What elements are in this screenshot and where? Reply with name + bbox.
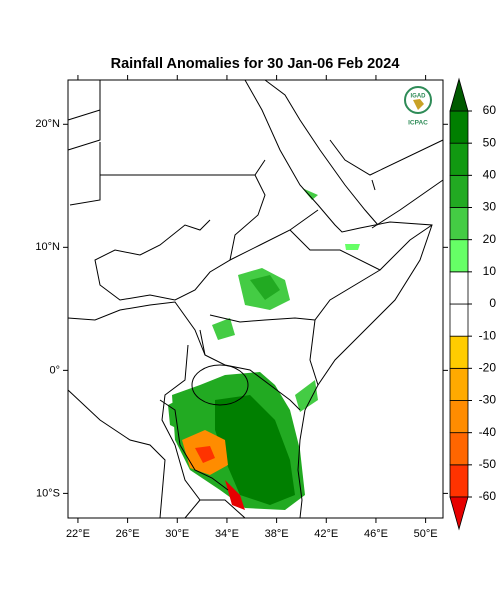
lon-tick-label: 34°E: [215, 528, 239, 540]
colorbar-tick-label: -30: [479, 393, 497, 407]
colorbar-tick-label: 30: [483, 200, 497, 214]
colorbar-tick-label: 10: [483, 264, 497, 278]
map: [67, 79, 444, 519]
colorbar-segment: [449, 271, 469, 305]
colorbar-tick-label: 20: [483, 232, 497, 246]
wet-patch: [168, 400, 180, 430]
dry-patch: [225, 480, 245, 510]
colorbar-segment: [449, 335, 469, 369]
rainfall-patches: [168, 188, 360, 510]
colorbar-tick-label: -60: [479, 489, 497, 503]
lon-tick-label: 42°E: [314, 528, 338, 540]
dry-patch: [195, 446, 215, 463]
colorbar-lower-extension: [449, 496, 469, 531]
colorbar-segment: [449, 142, 469, 176]
colorbar-tick-label: -50: [479, 457, 497, 471]
colorbar-segment: [449, 303, 469, 337]
lake-victoria: [191, 364, 249, 406]
lon-tick-label: 26°E: [116, 528, 140, 540]
colorbar-tick-label: -10: [479, 328, 497, 342]
colorbar-tick-label: 0: [489, 296, 496, 310]
colorbar-tick-label: -20: [479, 361, 497, 375]
wet-patch: [250, 275, 280, 300]
wet-patch: [345, 244, 360, 250]
colorbar-tick-label: -40: [479, 425, 497, 439]
logo-name: IGAD: [411, 94, 427, 100]
colorbar-segment: [449, 400, 469, 434]
logo: IGAD ICPAC: [404, 86, 432, 127]
lon-tick-label: 30°E: [165, 528, 189, 540]
logo-map: [413, 99, 424, 110]
colorbar-tick-label: 50: [483, 135, 497, 149]
lon-tick-label: 50°E: [414, 528, 438, 540]
wet-patch: [215, 395, 295, 505]
wet-patch: [295, 380, 318, 412]
colorbar-segment: [449, 110, 469, 144]
wet-patch: [212, 318, 235, 340]
map-frame: [67, 79, 444, 519]
map-title: Rainfall Anomalies for 30 Jan-06 Feb 202…: [111, 56, 400, 72]
lon-tick-label: 22°E: [66, 528, 90, 540]
colorbar-segment: [449, 432, 469, 466]
colorbar-segment: [449, 174, 469, 208]
colorbar-tick-label: 60: [483, 103, 497, 117]
colorbar-segment: [449, 239, 469, 273]
lat-tick-label: 10°S: [36, 487, 60, 499]
lon-tick-label: 46°E: [364, 528, 388, 540]
logo-org: ICPAC: [408, 120, 428, 127]
lon-tick-label: 38°E: [265, 528, 289, 540]
colorbar-segment: [449, 464, 469, 498]
lat-tick-label: 10°N: [35, 241, 60, 253]
lat-tick-label: 20°N: [35, 118, 60, 130]
colorbar-segment: [449, 207, 469, 241]
lat-tick-label: 0°: [49, 364, 60, 376]
colorbar-segment: [449, 367, 469, 401]
colorbar-tick-label: 40: [483, 168, 497, 182]
colorbar-upper-extension: [449, 77, 469, 112]
